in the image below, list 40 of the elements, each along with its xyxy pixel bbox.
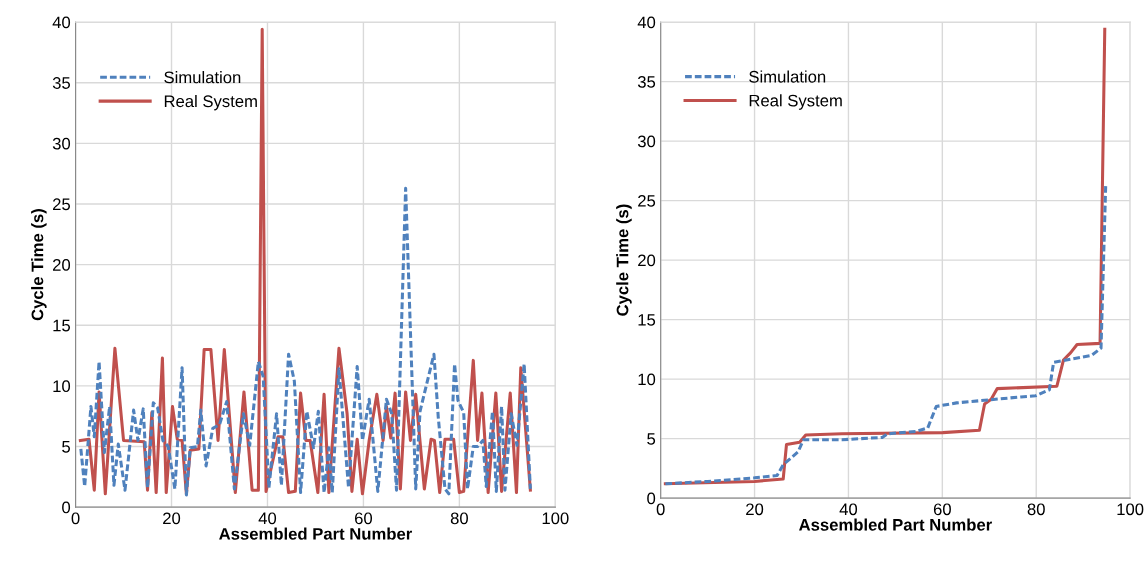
y-tick-label: 20 (638, 254, 656, 267)
y-tick-label: 40 (637, 16, 656, 29)
x-tick-label: 60 (933, 503, 951, 516)
y-tick-label: 35 (637, 75, 656, 88)
y-tick-label: 15 (53, 319, 71, 332)
line-series (663, 27, 1107, 486)
x-tick-label: 80 (450, 512, 468, 525)
x-tick-label: 20 (163, 512, 181, 525)
y-axis-title: Cycle Time (s) (616, 204, 632, 316)
y-tick-label: 5 (647, 433, 656, 445)
x-tick-label: 60 (355, 512, 373, 525)
x-tick-label: 0 (656, 503, 665, 516)
y-tick-label: 10 (638, 373, 656, 386)
y-tick-label: 20 (53, 259, 71, 271)
y-tick-label: 30 (637, 135, 656, 148)
x-axis-title: Assembled Part Number (219, 527, 412, 540)
y-tick-label: 25 (638, 194, 656, 207)
y-tick-label: 0 (647, 492, 656, 505)
legend-label: Simulation (749, 70, 826, 83)
y-tick-label: 25 (53, 198, 71, 211)
x-axis-title: Assembled Part Number (799, 518, 992, 531)
line-series (79, 186, 532, 497)
legend-label: Simulation (164, 71, 241, 84)
y-tick-label: 40 (52, 16, 71, 29)
y-axis-title: Cycle Time (s) (31, 209, 47, 321)
x-tick-label: 80 (1027, 503, 1045, 516)
x-tick-label: 0 (71, 512, 80, 525)
y-tick-label: 10 (53, 380, 71, 393)
x-tick-label: 40 (839, 503, 858, 516)
y-tick-label: 35 (52, 77, 71, 89)
line-series (663, 183, 1108, 486)
x-tick-label: 40 (258, 512, 277, 525)
y-tick-label: 15 (638, 314, 656, 326)
x-tick-label: 100 (542, 512, 569, 525)
x-tick-label: 20 (746, 503, 764, 516)
y-tick-label: 5 (62, 441, 71, 453)
legend-label: Real System (164, 94, 257, 111)
y-tick-label: 30 (52, 137, 71, 150)
x-tick-label: 100 (1117, 503, 1144, 516)
legend-label: Real System (749, 94, 842, 110)
